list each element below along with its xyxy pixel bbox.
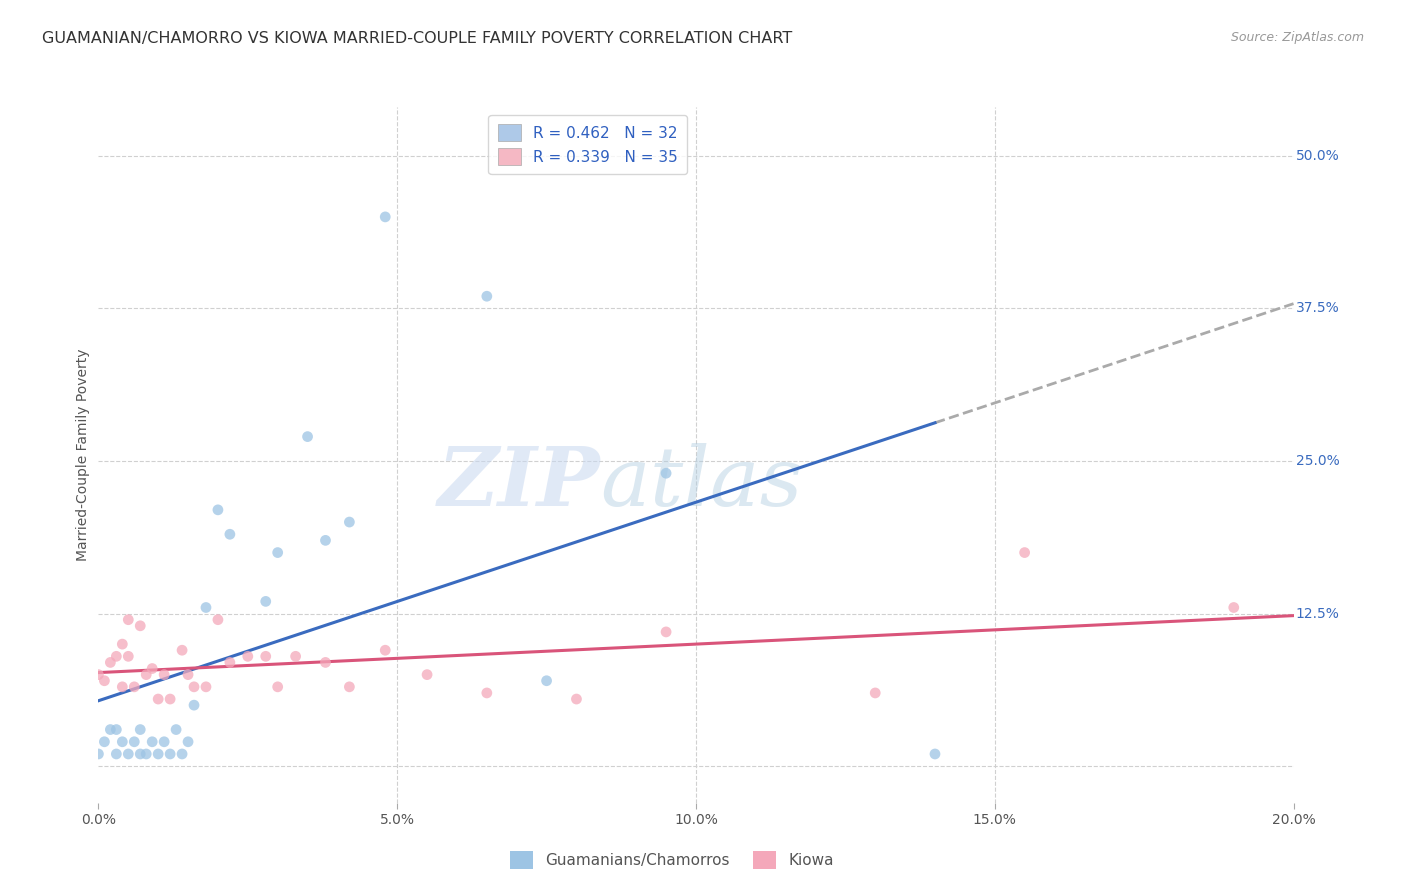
Point [565, 692, 588, 706]
Point [183, 680, 205, 694]
Point [183, 698, 205, 713]
Point [284, 649, 307, 664]
Point [159, 692, 181, 706]
Point [339, 515, 360, 529]
Point [374, 643, 396, 657]
Text: Source: ZipAtlas.com: Source: ZipAtlas.com [1230, 31, 1364, 45]
Point [141, 661, 163, 675]
Point [297, 429, 319, 443]
Point [177, 667, 200, 681]
Text: atlas: atlas [600, 442, 803, 523]
Text: 25.0%: 25.0% [1296, 454, 1340, 468]
Point [141, 735, 163, 749]
Point [172, 747, 194, 761]
Point [219, 527, 242, 541]
Point [655, 624, 678, 639]
Point [124, 735, 146, 749]
Point [111, 637, 134, 651]
Point [129, 723, 152, 737]
Point [135, 667, 157, 681]
Point [475, 686, 498, 700]
Point [207, 613, 229, 627]
Point [153, 735, 176, 749]
Point [93, 735, 115, 749]
Point [98, 656, 122, 670]
Point [159, 747, 181, 761]
Point [105, 649, 128, 664]
Point [129, 747, 152, 761]
Point [194, 600, 218, 615]
Point [924, 747, 946, 761]
Point [124, 680, 146, 694]
Point [105, 747, 128, 761]
Point [93, 673, 115, 688]
Point [194, 680, 218, 694]
Point [87, 747, 110, 761]
Point [111, 735, 134, 749]
Point [172, 643, 194, 657]
Point [135, 747, 157, 761]
Point [315, 656, 337, 670]
Point [865, 686, 887, 700]
Text: ZIP: ZIP [437, 442, 600, 523]
Point [475, 289, 498, 303]
Point [111, 680, 134, 694]
Y-axis label: Married-Couple Family Poverty: Married-Couple Family Poverty [76, 349, 90, 561]
Point [1223, 600, 1246, 615]
Point [267, 545, 290, 559]
Legend: Guamanians/Chamorros, Kiowa: Guamanians/Chamorros, Kiowa [505, 846, 839, 875]
Point [339, 680, 360, 694]
Text: 50.0%: 50.0% [1296, 149, 1340, 163]
Point [416, 667, 439, 681]
Point [254, 649, 277, 664]
Point [267, 680, 290, 694]
Text: 37.5%: 37.5% [1296, 301, 1340, 316]
Text: 12.5%: 12.5% [1296, 607, 1340, 621]
Point [254, 594, 277, 608]
Point [1014, 545, 1036, 559]
Point [374, 210, 396, 224]
Point [98, 723, 122, 737]
Point [207, 503, 229, 517]
Point [153, 667, 176, 681]
Point [219, 656, 242, 670]
Point [117, 649, 139, 664]
Point [177, 735, 200, 749]
Point [315, 533, 337, 548]
Point [148, 747, 170, 761]
Point [105, 723, 128, 737]
Point [148, 692, 170, 706]
Text: GUAMANIAN/CHAMORRO VS KIOWA MARRIED-COUPLE FAMILY POVERTY CORRELATION CHART: GUAMANIAN/CHAMORRO VS KIOWA MARRIED-COUP… [42, 31, 793, 46]
Point [129, 619, 152, 633]
Point [536, 673, 558, 688]
Point [117, 747, 139, 761]
Point [165, 723, 187, 737]
Point [87, 667, 110, 681]
Point [117, 613, 139, 627]
Point [236, 649, 259, 664]
Point [655, 467, 678, 481]
